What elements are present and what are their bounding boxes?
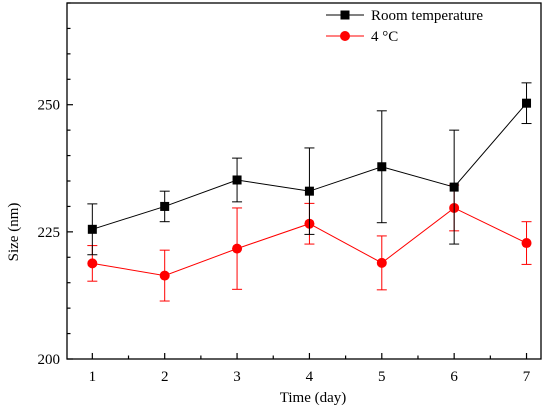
series-0 (87, 82, 532, 256)
data-point (449, 182, 459, 192)
legend-item: 4 °C (326, 29, 398, 45)
legend-item: Room temperature (326, 8, 483, 24)
legend-marker (340, 10, 350, 20)
legend-label: Room temperature (371, 8, 483, 24)
plot-frame (66, 2, 542, 360)
x-tick-label: 4 (306, 369, 314, 385)
data-point (377, 162, 387, 172)
data-point (521, 238, 532, 249)
x-tick-label: 7 (523, 369, 531, 385)
data-point (87, 224, 97, 234)
x-axis-label: Time (day) (280, 390, 347, 406)
y-tick-label: 250 (38, 98, 61, 114)
x-axis-ticks: 1 2 3 4 5 6 7 (89, 353, 531, 385)
x-tick-label: 3 (233, 369, 241, 385)
x-tick-label: 5 (378, 369, 386, 385)
data-point (87, 258, 98, 269)
series-layer (87, 82, 532, 302)
data-point (160, 201, 170, 211)
y-tick-label: 225 (38, 225, 61, 241)
x-tick-label: 1 (89, 369, 97, 385)
legend-marker (340, 31, 350, 41)
axes (66, 2, 542, 360)
y-axis-label: Size (nm) (6, 203, 22, 262)
data-point (232, 175, 242, 185)
data-point (376, 257, 387, 268)
data-point (232, 243, 243, 254)
legend: Room temperature 4 °C (326, 8, 483, 45)
y-tick-label: 200 (38, 352, 61, 368)
x-tick-label: 2 (161, 369, 169, 385)
data-point (304, 186, 314, 196)
y-axis-ticks: 200 225 250 (38, 2, 73, 368)
data-point (159, 270, 170, 281)
data-point (522, 98, 532, 108)
legend-label: 4 °C (371, 29, 398, 45)
x-tick-label: 6 (450, 369, 458, 385)
